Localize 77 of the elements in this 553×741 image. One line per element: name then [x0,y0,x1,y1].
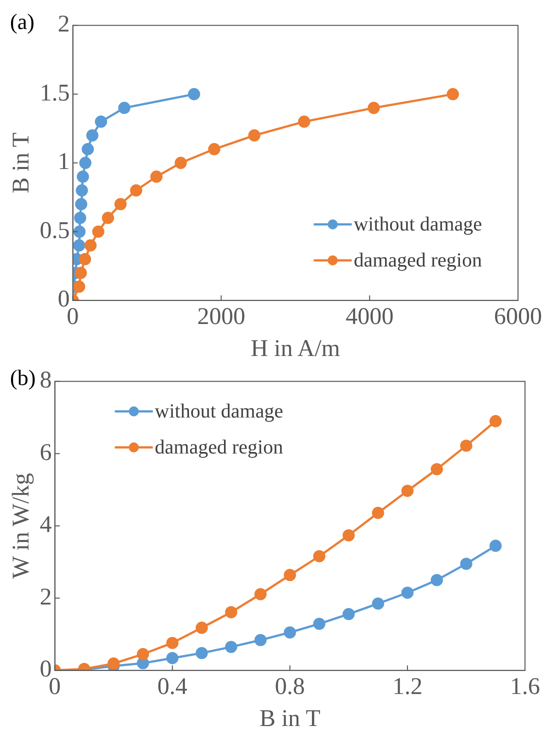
point [284,568,296,582]
point [284,626,296,639]
point [82,143,94,156]
y-tick-label: 6 [40,440,52,466]
point [460,558,472,570]
point [430,574,443,586]
point [92,226,104,238]
legend-label: damaged region [154,436,284,459]
point [401,586,414,599]
x-tick-label: 1.6 [510,674,540,700]
point [76,184,88,196]
point [430,463,443,476]
point [79,156,92,169]
point [73,280,86,293]
y-axis-title: B in T [8,132,35,194]
point [75,198,88,210]
point [73,239,86,252]
point [74,266,87,279]
point [313,550,326,562]
point [76,170,89,183]
text: (a) [10,8,34,34]
point [460,440,472,452]
point [196,622,208,634]
point [401,484,414,497]
point [248,129,260,142]
point [208,143,220,156]
point [188,88,200,100]
y-tick-label: 0.5 [40,218,70,244]
point [490,540,502,552]
point [342,608,355,620]
point [225,640,238,654]
x-axis-title: B in T [259,706,321,732]
point [166,636,178,650]
point [86,129,98,142]
x-tick-label: 4000 [346,304,394,330]
y-tick-label: 2 [40,584,52,610]
point [94,116,108,128]
point [73,226,86,238]
point [372,597,384,610]
point [174,156,187,169]
point [130,184,142,196]
point [298,116,310,128]
point [102,212,114,224]
point [196,646,208,660]
point [368,102,380,114]
point [490,415,502,428]
y-tick-label: 1.5 [40,80,70,106]
legend-label: damaged region [354,250,482,272]
point [372,506,384,519]
legend-label: without damage [154,400,284,423]
x-tick-label: 2000 [197,304,246,330]
x-tick-label: 6000 [494,304,542,330]
x-axis-title: H in A/m [250,336,340,362]
legend-label: without damage [354,214,482,236]
point [446,88,459,100]
x-tick-label: 1.2 [392,674,422,700]
y-tick-label: 1 [58,149,70,176]
point [136,648,150,660]
text: (b) [10,364,36,390]
point [342,529,355,542]
y-axis-title: W in W/kg [8,473,35,579]
point [118,102,130,114]
point [84,239,97,252]
point [78,253,92,266]
y-tick-label: 2 [58,12,70,38]
point [225,606,238,618]
point [254,588,267,600]
y-tick-label: 4 [40,512,52,538]
point [313,618,326,630]
point [114,198,127,210]
y-tick-label: 8 [40,368,52,394]
x-tick-label: 0.8 [274,674,305,700]
x-tick-label: 0.4 [157,674,188,700]
point [150,170,163,183]
point [254,634,267,646]
point [74,212,86,224]
point [166,652,178,664]
